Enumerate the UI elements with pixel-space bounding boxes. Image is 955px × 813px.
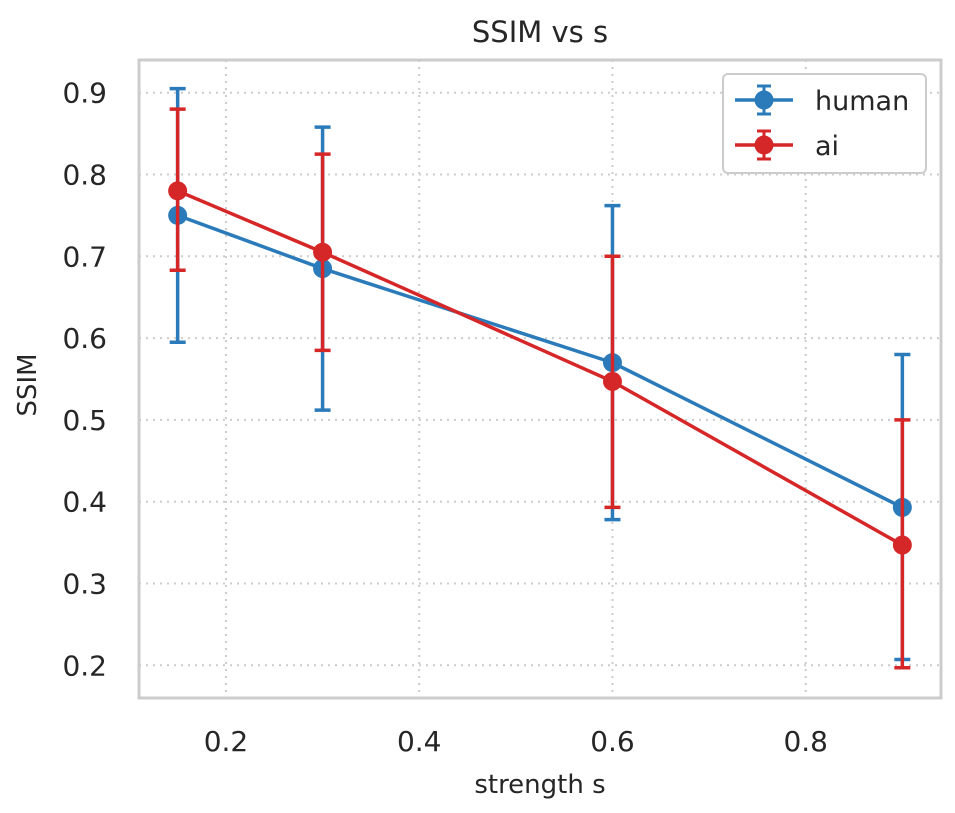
series-line-ai (176, 189, 904, 547)
data-point (602, 371, 622, 391)
y-tick-label: 0.2 (62, 649, 107, 682)
legend-item-ai: ai (735, 129, 839, 162)
series-ai (168, 107, 912, 670)
y-tick-label: 0.4 (62, 486, 107, 519)
series (168, 86, 912, 670)
y-axis-label: SSIM (13, 353, 43, 416)
y-tick-label: 0.5 (62, 404, 107, 437)
legend-marker (754, 135, 774, 155)
legend-label: human (815, 86, 909, 117)
data-point (892, 535, 912, 555)
y-tick-label: 0.6 (62, 322, 107, 355)
data-point (313, 242, 333, 262)
legend-marker (754, 90, 774, 110)
y-tick-label: 0.9 (62, 77, 107, 110)
x-axis-label: strength s (474, 770, 605, 800)
x-tick-label: 0.2 (204, 725, 249, 758)
data-point (168, 181, 188, 201)
y-tick-label: 0.7 (62, 240, 107, 273)
legend: human ai (722, 73, 927, 174)
y-tick-label: 0.8 (62, 159, 107, 192)
tick-labels: 0.2 0.4 0.6 0.8 0.2 0.3 0.4 0.5 0.6 0.7 0.8 0.9 (62, 77, 828, 758)
x-tick-label: 0.4 (397, 725, 442, 758)
x-tick-label: 0.8 (783, 725, 828, 758)
y-tick-label: 0.3 (62, 567, 107, 600)
legend-label: ai (815, 131, 839, 162)
legend-item-human: human (735, 84, 909, 117)
chart-title: SSIM vs s (472, 15, 608, 49)
x-tick-label: 0.6 (590, 725, 635, 758)
